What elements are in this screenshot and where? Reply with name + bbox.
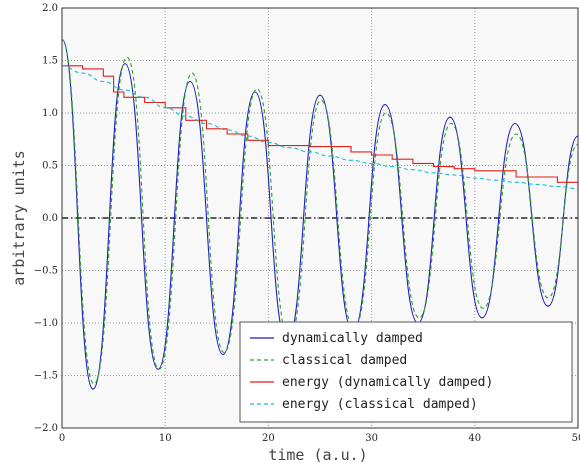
y-axis-label: arbitrary units	[10, 150, 28, 285]
legend-label: dynamically damped	[282, 331, 423, 346]
y-tick-label: −1.0	[34, 318, 58, 329]
x-tick-label: 40	[468, 433, 481, 444]
y-tick-labels: −2.0 −1.5 −1.0 −0.5 0.0 0.5 1.0 1.5 2.0	[34, 3, 58, 434]
y-tick-label: −2.0	[34, 423, 58, 434]
x-axis-label: time (a.u.)	[268, 446, 367, 464]
x-tick-label: 20	[262, 433, 275, 444]
x-tick-label: 30	[365, 433, 378, 444]
series-line-classical-damped	[61, 38, 579, 385]
y-tick-label: 0.5	[42, 161, 58, 172]
x-tick-label: 0	[59, 433, 65, 444]
legend-label: classical damped	[282, 353, 407, 368]
x-tick-label: 50	[572, 433, 580, 444]
series-line-dynamically-damped	[61, 38, 579, 390]
legend-box	[239, 321, 573, 423]
x-tick-labels: 0 10 20 30 40 50	[59, 433, 580, 444]
series-lines	[61, 38, 579, 390]
x-tick-label: 10	[159, 433, 172, 444]
y-tick-label: 1.0	[42, 108, 58, 119]
y-tick-label: 0.0	[42, 213, 58, 224]
y-tick-label: −0.5	[34, 266, 58, 277]
plot-frame	[61, 7, 579, 429]
series-line-energy-classical-damped	[61, 65, 579, 190]
legend-label: energy (dynamically damped)	[282, 375, 493, 390]
legend-label: energy (classical damped)	[282, 397, 478, 412]
y-tick-label: 1.5	[42, 56, 58, 67]
legend: dynamically damped classical damped energy…	[239, 321, 573, 423]
y-tick-label: 2.0	[42, 3, 58, 14]
series-line-energy-dynamically-damped	[62, 65, 579, 186]
y-tick-label: −1.5	[34, 371, 58, 382]
